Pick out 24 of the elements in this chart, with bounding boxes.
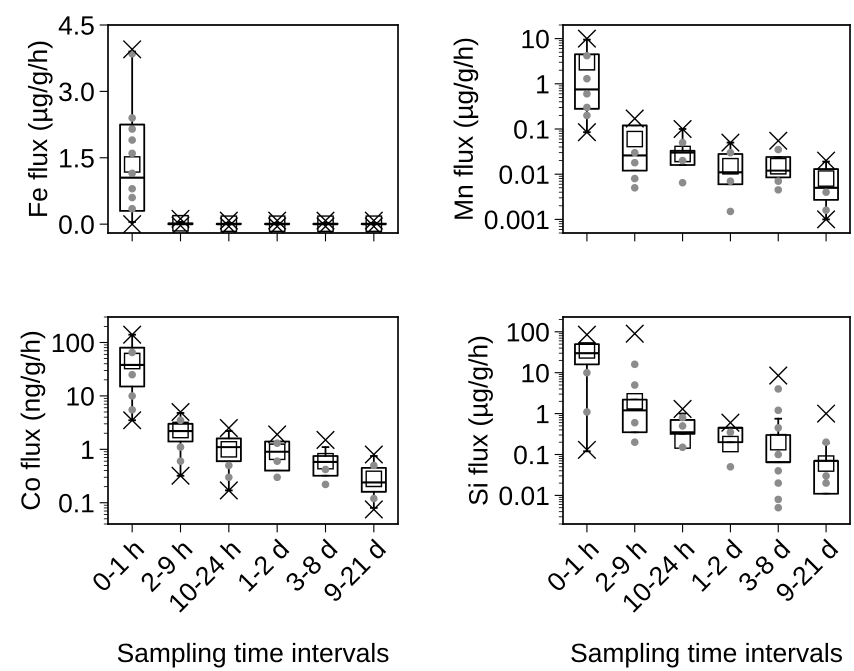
- y-axis-title: Si flux (µg/g/h): [468, 336, 493, 505]
- y-tick-label: 0.0: [59, 215, 94, 234]
- y-tick-label: 1: [537, 75, 549, 94]
- y-tick-label: 100: [508, 322, 549, 342]
- y-axis-title: Fe flux (µg/g/h): [28, 42, 53, 216]
- y-tick-label: 3.0: [59, 82, 94, 102]
- y-tick-label: 4.5: [58, 16, 94, 35]
- y-tick-label: 100: [52, 334, 94, 352]
- x-axis-title: Sampling time intervals: [118, 642, 388, 668]
- y-tick-label: 1.5: [60, 149, 94, 168]
- y-axis-title: Mn flux (µg/g/h): [454, 38, 478, 219]
- y-tick-label: 10: [522, 30, 549, 48]
- y-tick-label: 0.1: [514, 120, 549, 139]
- y-tick-label: 0.01: [499, 486, 549, 506]
- y-tick-label: 10: [67, 387, 94, 406]
- y-tick-label: 1: [82, 440, 94, 459]
- y-axis-title: Co flux (ng/g/h): [20, 332, 46, 510]
- y-tick-label: 0.1: [59, 494, 94, 513]
- y-tick-label: 10: [522, 364, 549, 383]
- y-tick-label: 0.01: [499, 165, 549, 184]
- x-axis-title: Sampling time intervals: [571, 642, 842, 668]
- y-tick-label: 1: [537, 405, 549, 424]
- y-tick-label: 0.001: [484, 210, 549, 230]
- y-tick-label: 0.1: [514, 446, 549, 464]
